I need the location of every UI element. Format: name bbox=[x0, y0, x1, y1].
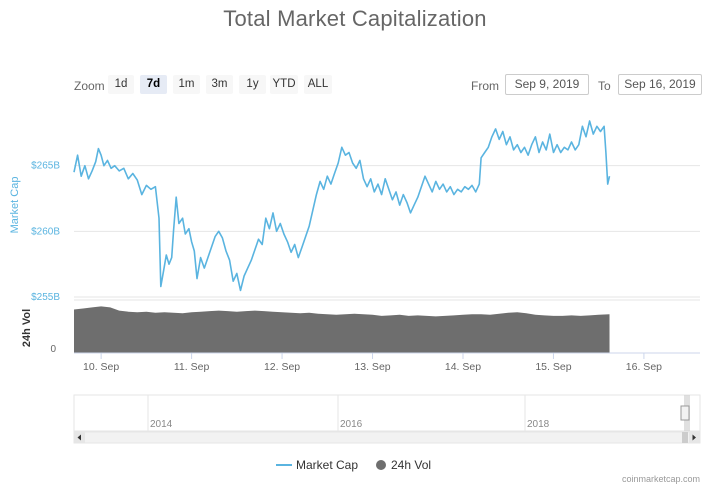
zoom-all-button[interactable]: ALL bbox=[304, 75, 332, 94]
navigator-handle[interactable] bbox=[680, 405, 690, 421]
zoom-1d-button[interactable]: 1d bbox=[108, 75, 134, 94]
zoom-7d-button[interactable]: 7d bbox=[140, 75, 167, 94]
chart-title: Total Market Capitalization bbox=[223, 6, 487, 31]
zoom-3m-button[interactable]: 3m bbox=[206, 75, 233, 94]
legend-marketcap-label[interactable]: Market Cap bbox=[296, 458, 358, 472]
zoom-1m-button[interactable]: 1m bbox=[173, 75, 200, 94]
x-tick-label: 11. Sep bbox=[174, 361, 210, 373]
x-tick-label: 13. Sep bbox=[354, 361, 390, 373]
navigator-year-label: 2016 bbox=[340, 419, 363, 430]
credit-link[interactable]: coinmarketcap.com bbox=[621, 474, 700, 484]
navigator[interactable] bbox=[73, 394, 701, 432]
y-axis-title: Market Cap bbox=[9, 177, 21, 234]
zoom-1y-button[interactable]: 1y bbox=[239, 75, 266, 94]
arrow-left-icon bbox=[77, 434, 81, 441]
scrollbar-track[interactable] bbox=[73, 431, 701, 444]
y-tick-label: $265B bbox=[31, 161, 60, 172]
x-tick-label: 16. Sep bbox=[626, 361, 662, 373]
zoom-label: Zoom bbox=[74, 79, 105, 93]
x-tick-label: 10. Sep bbox=[83, 361, 119, 373]
y-tick-label: $255B bbox=[31, 292, 60, 303]
from-label: From bbox=[471, 79, 499, 93]
navigator-year-label: 2014 bbox=[150, 419, 173, 430]
legend: Market Cap 24h Vol bbox=[0, 456, 710, 474]
legend-volume-swatch bbox=[376, 460, 386, 470]
x-tick-label: 12. Sep bbox=[264, 361, 300, 373]
to-label: To bbox=[598, 79, 611, 93]
x-tick-label: 15. Sep bbox=[535, 361, 571, 373]
scrollbar-thumb[interactable] bbox=[682, 432, 688, 443]
from-date-input[interactable]: Sep 9, 2019 bbox=[505, 74, 589, 95]
arrow-right-icon bbox=[692, 434, 696, 441]
x-tick-label: 14. Sep bbox=[445, 361, 481, 373]
to-date-input[interactable]: Sep 16, 2019 bbox=[618, 74, 702, 95]
zoom-ytd-button[interactable]: YTD bbox=[270, 75, 298, 94]
navigator-year-label: 2018 bbox=[527, 419, 550, 430]
legend-volume-label[interactable]: 24h Vol bbox=[391, 458, 431, 472]
volume-axis-title: 24h Vol bbox=[21, 309, 33, 347]
volume-area bbox=[74, 306, 610, 353]
market-cap-line bbox=[73, 120, 611, 292]
volume-tick-zero: 0 bbox=[50, 344, 56, 355]
y-tick-label: $260B bbox=[31, 226, 60, 237]
